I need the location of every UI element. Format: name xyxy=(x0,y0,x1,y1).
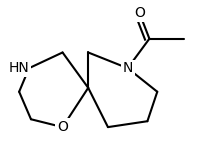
Text: O: O xyxy=(134,6,145,20)
Text: N: N xyxy=(123,61,133,75)
Text: O: O xyxy=(57,120,68,134)
Text: HN: HN xyxy=(8,61,29,75)
